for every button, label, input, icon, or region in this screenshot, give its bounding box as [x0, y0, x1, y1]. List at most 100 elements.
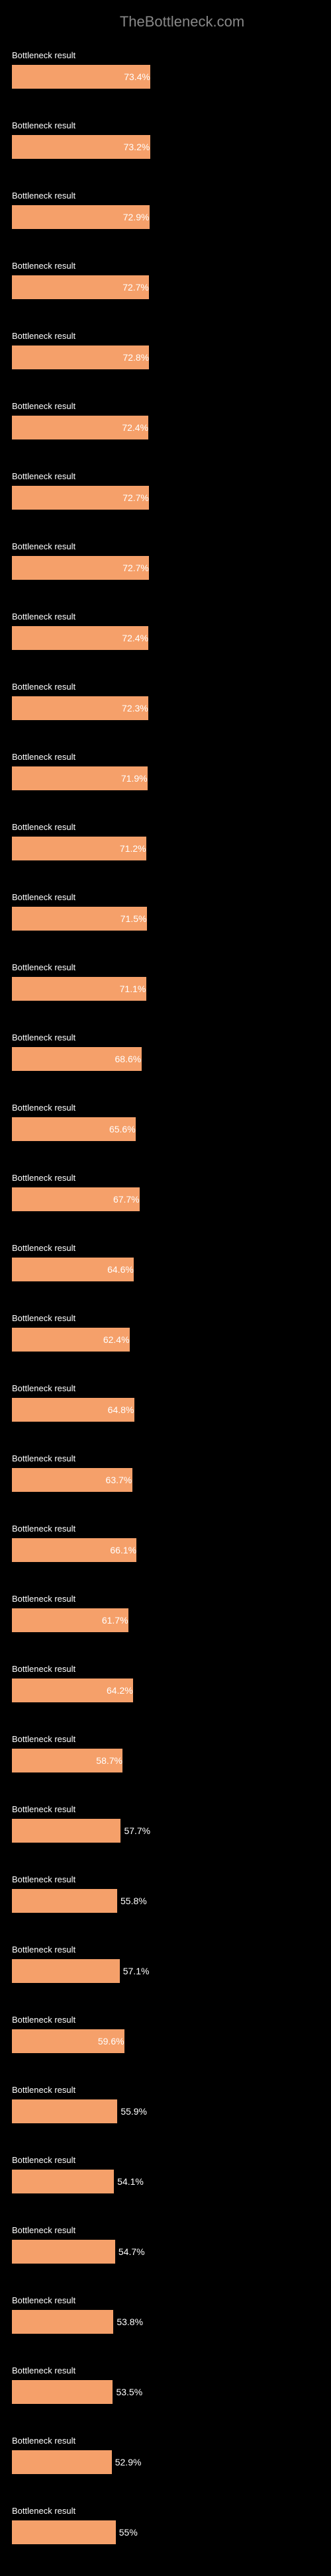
- bar-value: 63.7%: [106, 1475, 132, 1485]
- bar-row: 67.7%: [12, 1187, 331, 1211]
- bar-row: 64.8%: [12, 1398, 331, 1422]
- bar-row: 55.8%: [12, 1889, 331, 1913]
- bar-row: 71.9%: [12, 766, 331, 790]
- bar-value: 64.6%: [107, 1264, 134, 1275]
- bar-value: 57.7%: [124, 1825, 150, 1836]
- bottleneck-chart: Bottleneck result73.4%Bottleneck result7…: [0, 50, 331, 2544]
- bar-value: 59.6%: [98, 2036, 124, 2047]
- bar-value: 64.8%: [108, 1404, 134, 1415]
- entry-label: Bottleneck result: [12, 2506, 331, 2516]
- chart-entry: Bottleneck result72.8%: [12, 331, 331, 369]
- entry-label: Bottleneck result: [12, 2366, 331, 2375]
- bar-row: 73.4%: [12, 65, 331, 89]
- chart-entry: Bottleneck result55.9%: [12, 2085, 331, 2123]
- chart-entry: Bottleneck result54.1%: [12, 2155, 331, 2193]
- chart-entry: Bottleneck result 72.9%: [12, 191, 331, 229]
- chart-entry: Bottleneck result73.4%: [12, 50, 331, 89]
- chart-entry: Bottleneck result 64.8%: [12, 1383, 331, 1422]
- bar: [12, 1959, 120, 1983]
- chart-entry: Bottleneck result72.3%: [12, 682, 331, 720]
- entry-label: Bottleneck result: [12, 1383, 331, 1393]
- bar-value: 72.7%: [122, 563, 149, 573]
- entry-label: Bottleneck result: [12, 1313, 331, 1323]
- bar-value: 55.8%: [120, 1896, 147, 1906]
- bar-value: 72.4%: [122, 422, 148, 433]
- entry-label: Bottleneck result: [12, 892, 331, 902]
- chart-entry: Bottleneck result 71.1%: [12, 962, 331, 1001]
- chart-entry: Bottleneck result 72.4%: [12, 401, 331, 439]
- bar-row: 52.9%: [12, 2450, 331, 2474]
- bar-row: 72.7%: [12, 275, 331, 299]
- chart-entry: Bottleneck result 53.8%: [12, 2295, 331, 2334]
- bar-row: 71.5%: [12, 907, 331, 931]
- bar-value: 67.7%: [113, 1194, 140, 1205]
- bar-row: 55%: [12, 2520, 331, 2544]
- entry-label: Bottleneck result: [12, 752, 331, 762]
- bar-row: 53.8%: [12, 2310, 331, 2334]
- entry-label: Bottleneck result: [12, 2436, 331, 2446]
- page-header: TheBottleneck.com: [0, 13, 331, 30]
- chart-entry: Bottleneck result 71.2%: [12, 822, 331, 860]
- bar-row: 72.8%: [12, 345, 331, 369]
- bar: [12, 2310, 113, 2334]
- bar-value: 62.4%: [103, 1334, 130, 1345]
- bar-value: 71.1%: [120, 984, 146, 994]
- bar-value: 71.2%: [120, 843, 146, 854]
- chart-entry: Bottleneck result 71.5%: [12, 892, 331, 931]
- chart-entry: Bottleneck result72.7%: [12, 471, 331, 510]
- bar-row: 64.6%: [12, 1258, 331, 1281]
- entry-label: Bottleneck result: [12, 1874, 331, 1884]
- chart-entry: Bottleneck result 59.6%: [12, 2015, 331, 2053]
- bar-value: 72.9%: [123, 212, 150, 222]
- bar-value: 61.7%: [102, 1615, 128, 1626]
- bar: [12, 2099, 117, 2123]
- chart-entry: Bottleneck result 52.9%: [12, 2436, 331, 2474]
- bar-row: 57.7%: [12, 1819, 331, 1843]
- entry-label: Bottleneck result: [12, 612, 331, 621]
- chart-entry: Bottleneck result 53.5%: [12, 2366, 331, 2404]
- entry-label: Bottleneck result: [12, 2015, 331, 2025]
- bar-row: 59.6%: [12, 2029, 331, 2053]
- chart-entry: Bottleneck result72.4%: [12, 612, 331, 650]
- entry-label: Bottleneck result: [12, 1033, 331, 1042]
- bar-value: 58.7%: [96, 1755, 122, 1766]
- bar-value: 71.9%: [121, 773, 148, 784]
- bar-row: 72.7%: [12, 556, 331, 580]
- bar-row: 65.6%: [12, 1117, 331, 1141]
- entry-label: Bottleneck result: [12, 1243, 331, 1253]
- bar-row: 58.7%: [12, 1749, 331, 1772]
- chart-entry: Bottleneck result72.7%: [12, 261, 331, 299]
- chart-entry: Bottleneck result57.7%: [12, 1804, 331, 1843]
- entry-label: Bottleneck result: [12, 2225, 331, 2235]
- chart-entry: Bottleneck result65.6%: [12, 1103, 331, 1141]
- bar: [12, 2450, 112, 2474]
- bar-row: 54.7%: [12, 2240, 331, 2264]
- entry-label: Bottleneck result: [12, 1524, 331, 1534]
- chart-entry: Bottleneck result 68.6%: [12, 1033, 331, 1071]
- chart-entry: Bottleneck result 58.7%: [12, 1734, 331, 1772]
- chart-entry: Bottleneck result 72.7%: [12, 541, 331, 580]
- bar-value: 55%: [119, 2527, 138, 2538]
- entry-label: Bottleneck result: [12, 401, 331, 411]
- chart-entry: Bottleneck result66.1%: [12, 1524, 331, 1562]
- bar-row: 73.2%: [12, 135, 331, 159]
- bar-row: 53.5%: [12, 2380, 331, 2404]
- entry-label: Bottleneck result: [12, 541, 331, 551]
- entry-label: Bottleneck result: [12, 1664, 331, 1674]
- bar-row: 72.4%: [12, 416, 331, 439]
- chart-entry: Bottleneck result 55%: [12, 2506, 331, 2544]
- entry-label: Bottleneck result: [12, 2155, 331, 2165]
- entry-label: Bottleneck result: [12, 822, 331, 832]
- bar-value: 65.6%: [109, 1124, 136, 1134]
- bar-value: 72.8%: [122, 352, 149, 363]
- entry-label: Bottleneck result: [12, 2295, 331, 2305]
- bar-row: 72.3%: [12, 696, 331, 720]
- entry-label: Bottleneck result: [12, 962, 331, 972]
- bar-row: 68.6%: [12, 1047, 331, 1071]
- entry-label: Bottleneck result: [12, 1453, 331, 1463]
- entry-label: Bottleneck result: [12, 191, 331, 201]
- bar-value: 73.2%: [124, 142, 150, 152]
- entry-label: Bottleneck result: [12, 1734, 331, 1744]
- chart-entry: Bottleneck result 71.9%: [12, 752, 331, 790]
- chart-entry: Bottleneck result64.2%: [12, 1664, 331, 1702]
